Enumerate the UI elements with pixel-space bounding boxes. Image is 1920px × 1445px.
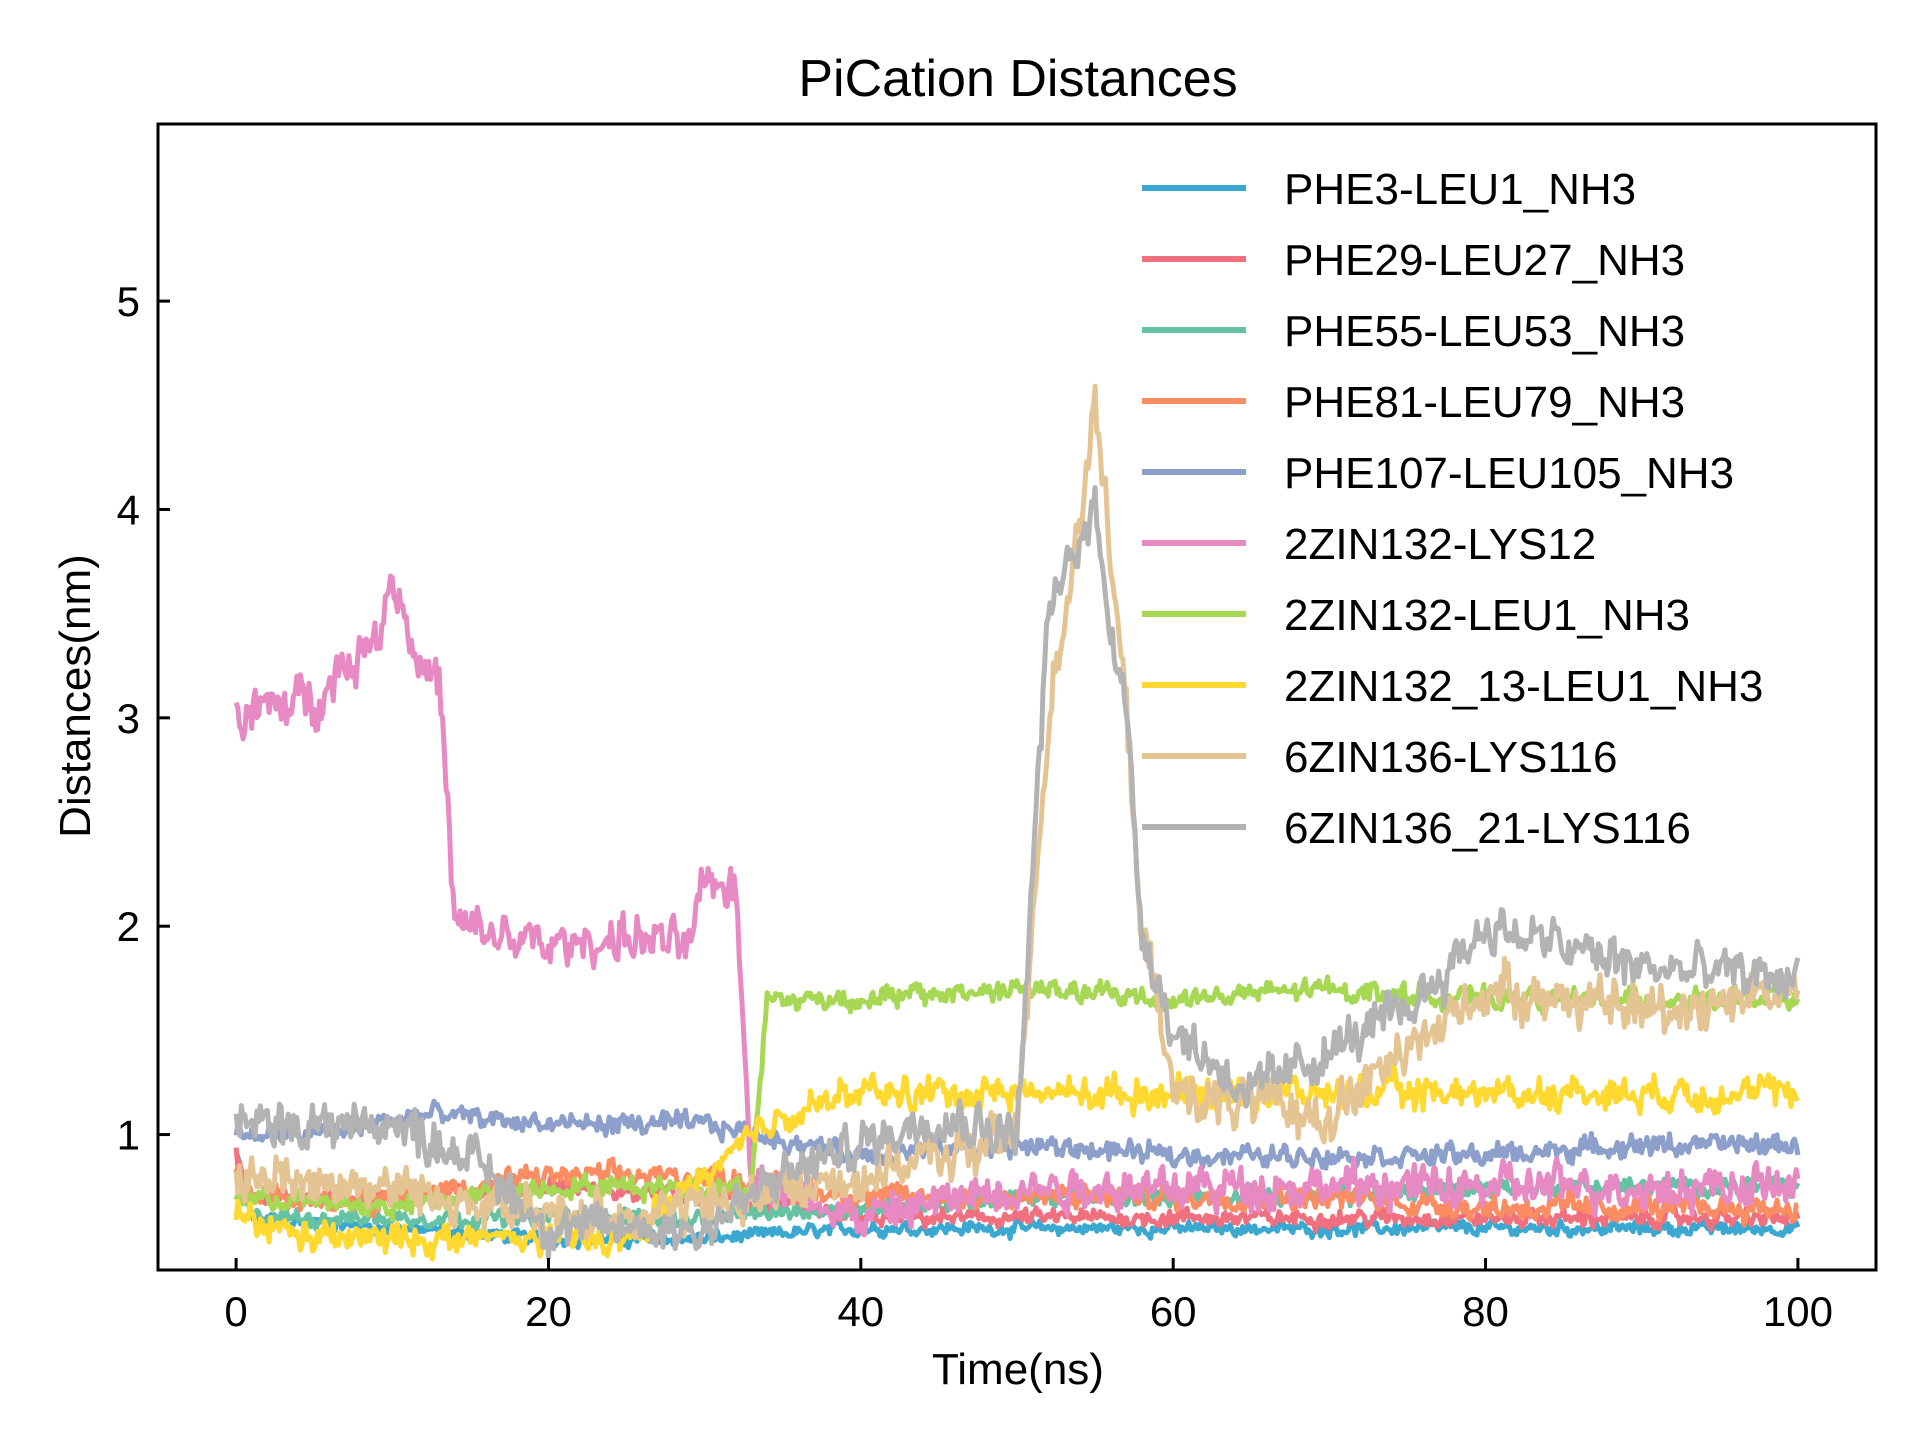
series-line-10 xyxy=(233,485,1801,1260)
x-tick-label: 60 xyxy=(1150,1288,1197,1335)
x-axis-label: Time(ns) xyxy=(932,1345,1104,1394)
x-tick-label: 20 xyxy=(525,1288,572,1335)
x-tick-label: 0 xyxy=(224,1288,247,1335)
y-tick-label: 3 xyxy=(117,695,140,742)
series-line-6 xyxy=(233,573,1801,1238)
legend: PHE3-LEU1_NH3 PHE29-LEU27_NH3 PHE55-LEU53_… xyxy=(1142,165,1763,853)
x-tick-label: 40 xyxy=(837,1288,884,1335)
legend-label: 2ZIN132-LEU1_NH3 xyxy=(1284,591,1690,640)
legend-label: PHE3-LEU1_NH3 xyxy=(1284,165,1636,214)
chart-title: PiCation Distances xyxy=(798,50,1237,108)
x-tick-label: 100 xyxy=(1763,1288,1833,1335)
y-tick-label: 2 xyxy=(117,903,140,950)
y-axis-label: Distances(nm) xyxy=(51,554,100,838)
legend-label: PHE81-LEU79_NH3 xyxy=(1284,378,1685,427)
y-tick-label: 5 xyxy=(117,278,140,325)
plot-frame xyxy=(156,122,1878,1272)
series-layer xyxy=(233,383,1801,1262)
legend-label: 2ZIN132_13-LEU1_NH3 xyxy=(1284,662,1763,711)
y-tick-label: 4 xyxy=(117,486,140,533)
legend-label: PHE107-LEU105_NH3 xyxy=(1284,449,1734,498)
x-tick-label: 80 xyxy=(1462,1288,1509,1335)
legend-label: 6ZIN136-LYS116 xyxy=(1284,733,1617,782)
legend-label: 2ZIN132-LYS12 xyxy=(1284,520,1596,569)
legend-label: PHE29-LEU27_NH3 xyxy=(1284,236,1685,285)
y-tick-label: 1 xyxy=(117,1112,140,1159)
axes-layer: 0 20 40 60 80 100 1 2 3 4 5 xyxy=(117,122,1878,1335)
legend-label: PHE55-LEU53_NH3 xyxy=(1284,307,1685,356)
legend-label: 6ZIN136_21-LYS116 xyxy=(1284,804,1691,853)
